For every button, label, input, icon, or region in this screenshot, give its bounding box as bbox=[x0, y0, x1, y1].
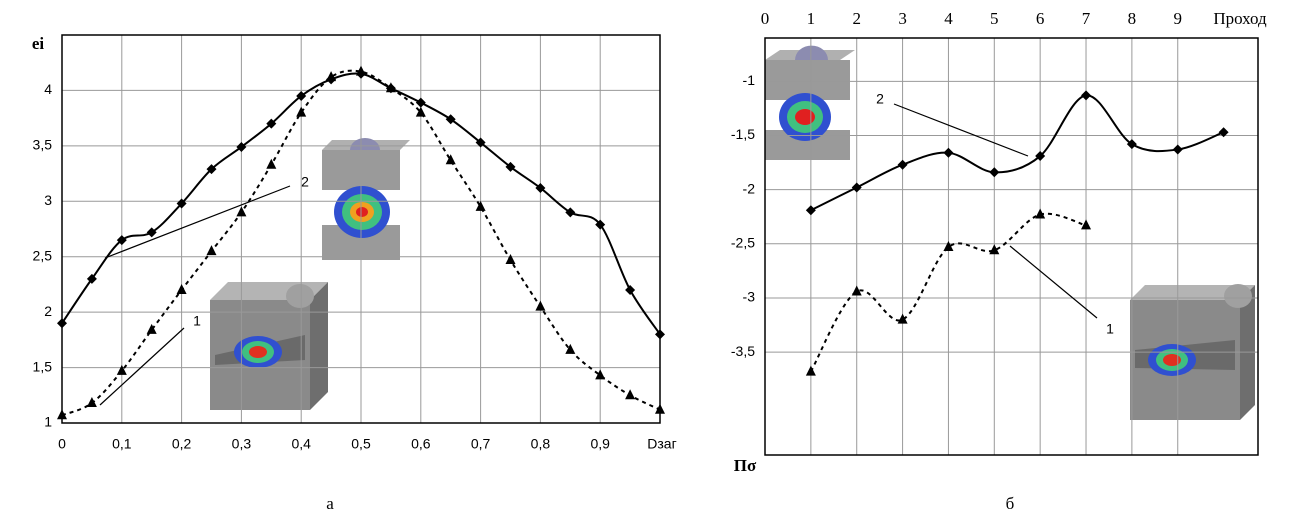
y-tick-label: -1,5 bbox=[731, 126, 755, 142]
triangle-marker bbox=[655, 404, 665, 414]
x-tick-label: 0 bbox=[58, 436, 66, 452]
diamond-marker bbox=[1173, 145, 1183, 155]
inset-a-lower bbox=[210, 282, 328, 410]
triangle-marker bbox=[207, 245, 217, 255]
x-tick-label: 2 bbox=[852, 9, 861, 28]
y-tick-label: 1,5 bbox=[33, 358, 53, 374]
triangle-marker bbox=[296, 107, 306, 117]
x-tick-label: 4 bbox=[944, 9, 953, 28]
annotation-leader bbox=[105, 186, 290, 258]
y-tick-label: -2,5 bbox=[731, 234, 755, 250]
x-tick-label: 6 bbox=[1036, 9, 1045, 28]
y-tick-label: -2 bbox=[743, 180, 756, 196]
y-tick-label: -1 bbox=[743, 72, 756, 88]
inset-b-upper bbox=[765, 46, 855, 160]
series-label: 1 bbox=[1106, 321, 1114, 337]
y-tick-label: 4 bbox=[44, 81, 52, 97]
x-tick-label: 0 bbox=[761, 9, 770, 28]
annotation-leader bbox=[894, 104, 1028, 156]
inset-a-upper bbox=[322, 138, 410, 260]
x-tick-label: 1 bbox=[807, 9, 816, 28]
diamond-marker bbox=[625, 285, 635, 295]
x-tick-label: 0,1 bbox=[112, 436, 132, 452]
diamond-marker bbox=[852, 182, 862, 192]
series-label: 2 bbox=[301, 174, 309, 190]
y-axis-label: Пσ bbox=[734, 456, 757, 475]
x-tick-label: 0,4 bbox=[291, 436, 311, 452]
x-tick-label: 0,2 bbox=[172, 436, 192, 452]
annotation-leader bbox=[100, 328, 184, 405]
series-label: 1 bbox=[193, 313, 201, 329]
triangle-marker bbox=[806, 366, 816, 376]
x-tick-label: 0,8 bbox=[531, 436, 551, 452]
diamond-marker bbox=[1081, 90, 1091, 100]
series-label: 2 bbox=[876, 91, 884, 107]
caption: а bbox=[326, 494, 334, 513]
caption: б bbox=[1006, 494, 1015, 513]
diamond-marker bbox=[989, 167, 999, 177]
x-axis-label: Dзаг bbox=[647, 436, 676, 452]
triangle-marker bbox=[898, 314, 908, 324]
triangle-marker bbox=[535, 301, 545, 311]
triangle-marker bbox=[147, 324, 157, 334]
x-tick-label: 8 bbox=[1128, 9, 1137, 28]
figure: 0 0,1 0,2 0,3 0,4 0,5 0,6 0,7 0,8 0,9 1 1,5 2 2,5 3 3,5… bbox=[0, 0, 1292, 523]
x-tick-label: 0,7 bbox=[471, 436, 491, 452]
diamond-marker bbox=[806, 205, 816, 215]
x-tick-label: 7 bbox=[1082, 9, 1091, 28]
x-tick-label: 0,5 bbox=[351, 436, 371, 452]
y-tick-label: 3 bbox=[44, 192, 52, 208]
y-tick-label: -3,5 bbox=[731, 343, 755, 359]
x-tick-label: 5 bbox=[990, 9, 999, 28]
y-axis-label: ei bbox=[32, 34, 45, 53]
diamond-marker bbox=[416, 98, 426, 108]
diamond-marker bbox=[943, 148, 953, 158]
y-tick-label: -3 bbox=[743, 289, 756, 305]
triangle-marker bbox=[87, 397, 97, 407]
x-tick-label: 0,3 bbox=[232, 436, 252, 452]
page: 0 0,1 0,2 0,3 0,4 0,5 0,6 0,7 0,8 0,9 1 1,5 2 2,5 3 3,5… bbox=[0, 0, 1292, 523]
y-tick-label: 1 bbox=[44, 414, 52, 430]
x-tick-label: 9 bbox=[1173, 9, 1182, 28]
y-tick-label: 2,5 bbox=[33, 247, 53, 263]
x-tick-label: 0,6 bbox=[411, 436, 431, 452]
triangle-marker bbox=[595, 369, 605, 379]
triangle-marker bbox=[506, 254, 516, 264]
y-tick-label: 3,5 bbox=[33, 137, 53, 153]
annotation-leader bbox=[1010, 246, 1097, 318]
triangle-marker bbox=[177, 284, 187, 294]
diamond-marker bbox=[898, 160, 908, 170]
triangle-marker bbox=[1081, 219, 1091, 229]
x-tick-label: 3 bbox=[898, 9, 907, 28]
triangle-marker bbox=[625, 389, 635, 399]
triangle-marker bbox=[943, 241, 953, 251]
y-tick-label: 2 bbox=[44, 303, 52, 319]
x-tick-label: 0,9 bbox=[590, 436, 610, 452]
x-axis-label: Проход bbox=[1213, 9, 1267, 28]
series-line bbox=[811, 95, 1224, 210]
